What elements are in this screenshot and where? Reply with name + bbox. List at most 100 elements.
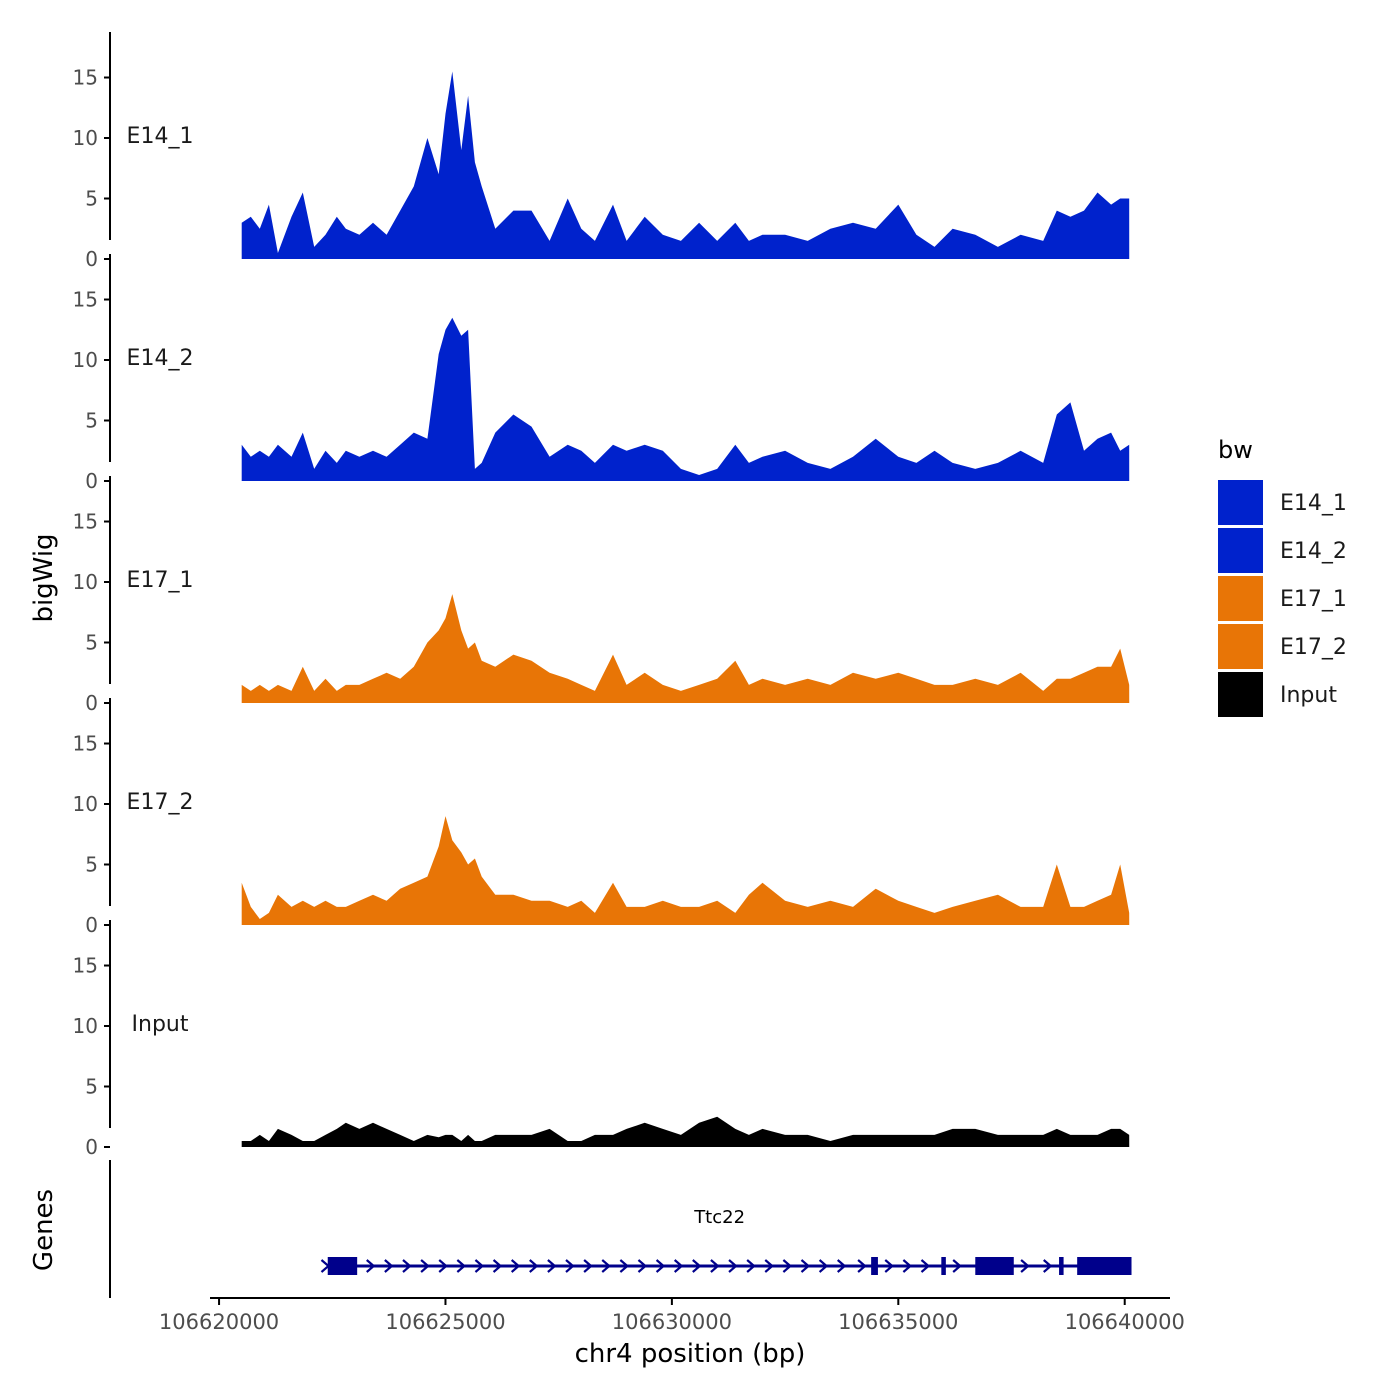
- legend-label: E14_2: [1280, 539, 1347, 564]
- track-Input: 0 5 10 15 Input: [73, 920, 1130, 1159]
- signal-area-E17_2: [241, 816, 1130, 925]
- y-tick-label: 10: [73, 570, 98, 594]
- legend-item-E17_2: E17_2: [1218, 624, 1347, 669]
- legend-label: E17_2: [1280, 635, 1347, 660]
- strand-arrow: [710, 1259, 720, 1273]
- y-tick-label: 5: [85, 631, 98, 655]
- signal-tracks: 0 5 10 15 E14_1 0 5 10 15 E14_2 0 5 10 15 E17_1 0 5 10 15 E…: [73, 32, 1130, 1159]
- x-tick-label: 106625000: [385, 1310, 505, 1334]
- strand-arrow: [857, 1259, 867, 1273]
- track-E17_2: 0 5 10 15 E17_2: [73, 698, 1130, 937]
- legend-label: E14_1: [1280, 491, 1347, 516]
- gene-exon: [941, 1257, 946, 1275]
- strand-arrow: [320, 1259, 331, 1273]
- signal-area-E14_1: [241, 71, 1130, 259]
- strand-arrow: [902, 1259, 913, 1273]
- y-tick-label: 0: [85, 913, 98, 937]
- y-tick-label: 0: [85, 691, 98, 715]
- x-tick-label: 106630000: [612, 1310, 732, 1334]
- gene-exon: [975, 1257, 1014, 1275]
- legend-label: Input: [1280, 683, 1337, 708]
- gene-exon: [871, 1257, 878, 1275]
- y-tick-label: 0: [85, 1135, 98, 1159]
- legend-item-E14_2: E14_2: [1218, 528, 1347, 573]
- y-tick-label: 10: [73, 126, 98, 150]
- strand-arrow: [456, 1259, 467, 1273]
- x-axis-title: chr4 position (bp): [575, 1339, 806, 1369]
- gene-exon: [1059, 1257, 1064, 1275]
- y-tick-label: 0: [85, 469, 98, 493]
- track-E14_2: 0 5 10 15 E14_2: [73, 254, 1130, 493]
- signal-area-Input: [241, 1116, 1130, 1147]
- strand-arrow: [510, 1259, 521, 1273]
- strand-arrow: [952, 1259, 962, 1273]
- track-label: Input: [132, 1012, 189, 1037]
- x-axis: 106620000 106625000 106630000 106635000 1066…: [159, 1297, 1185, 1334]
- y-tick-label: 10: [73, 792, 98, 816]
- legend-swatch: [1218, 672, 1263, 717]
- legend-swatch: [1218, 528, 1263, 573]
- strand-arrow: [1020, 1259, 1030, 1273]
- y-tick-label: 15: [73, 732, 98, 756]
- signal-area-E14_2: [241, 317, 1130, 481]
- strand-arrow: [492, 1259, 503, 1273]
- track-label: E17_2: [127, 790, 194, 815]
- strand-arrow: [547, 1259, 557, 1273]
- legend-swatch: [1218, 624, 1263, 669]
- strand-arrow: [692, 1259, 702, 1273]
- strand-arrow: [583, 1259, 593, 1273]
- strand-arrow: [565, 1259, 575, 1273]
- strand-arrow: [637, 1259, 648, 1273]
- gene-exon: [1077, 1257, 1132, 1275]
- legend-label: E17_1: [1280, 587, 1347, 612]
- y-tick-label: 15: [73, 510, 98, 534]
- gene-exon: [327, 1257, 358, 1275]
- legend-item-E17_1: E17_1: [1218, 576, 1347, 621]
- legend: bw E14_1 E14_2 E17_1 E17_2 Input: [1218, 436, 1347, 717]
- strand-arrow: [884, 1259, 894, 1273]
- strand-arrow: [474, 1259, 485, 1273]
- strand-arrow: [655, 1259, 666, 1273]
- legend-swatch: [1218, 480, 1263, 525]
- y-tick-label: 5: [85, 1075, 98, 1099]
- strand-arrow: [366, 1259, 376, 1273]
- y-tick-label: 5: [85, 409, 98, 433]
- x-tick-label: 106640000: [1065, 1310, 1185, 1334]
- y-tick-label: 5: [85, 853, 98, 877]
- strand-arrow: [529, 1259, 539, 1273]
- strand-arrow: [619, 1259, 630, 1273]
- track-label: E14_2: [127, 346, 194, 371]
- strand-arrow: [420, 1259, 430, 1273]
- strand-arrow: [746, 1259, 756, 1273]
- y-tick-label: 15: [73, 954, 98, 978]
- strand-arrow: [764, 1259, 774, 1273]
- strand-arrow: [800, 1259, 811, 1273]
- legend-swatch: [1218, 576, 1263, 621]
- strand-arrow: [601, 1259, 611, 1273]
- strand-arrow: [818, 1259, 829, 1273]
- y-tick-label: 10: [73, 348, 98, 372]
- x-tick-label: 106635000: [838, 1310, 958, 1334]
- y-tick-label: 5: [85, 187, 98, 211]
- strand-arrow: [920, 1259, 931, 1273]
- y-tick-label: 15: [73, 66, 98, 90]
- strand-arrow: [1043, 1259, 1053, 1273]
- track-E14_1: 0 5 10 15 E14_1: [73, 32, 1130, 271]
- genes-panel: Ttc22: [109, 1160, 1132, 1298]
- gene-name-label: Ttc22: [693, 1207, 745, 1228]
- strand-arrow: [402, 1259, 412, 1273]
- legend-item-E14_1: E14_1: [1218, 480, 1347, 525]
- genes-axis-title: Genes: [29, 1189, 59, 1271]
- strand-arrow: [728, 1259, 738, 1273]
- signal-area-E17_1: [241, 594, 1130, 703]
- gene-Ttc22: Ttc22: [320, 1207, 1132, 1275]
- track-label: E17_1: [127, 568, 194, 593]
- track-E17_1: 0 5 10 15 E17_1: [73, 476, 1130, 715]
- y-tick-label: 15: [73, 288, 98, 312]
- track-label: E14_1: [127, 124, 194, 149]
- strand-arrow: [438, 1259, 448, 1273]
- strand-arrow: [782, 1259, 793, 1273]
- legend-title: bw: [1218, 436, 1253, 464]
- y-axis-title: bigWig: [29, 533, 59, 622]
